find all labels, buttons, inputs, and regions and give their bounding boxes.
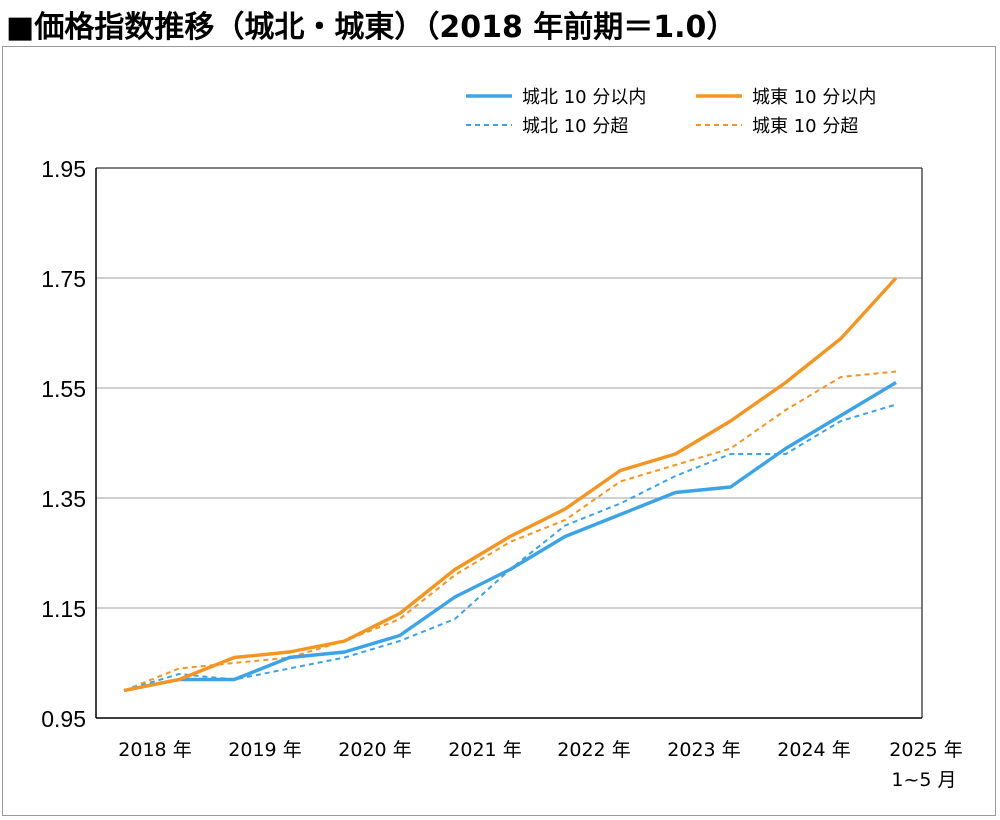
series-line (123, 276, 898, 693)
series-line (123, 403, 897, 692)
y-tick-label: 1.75 (41, 266, 86, 292)
y-tick-labels: 0.95 1.15 1.35 1.55 1.75 1.95 (41, 156, 86, 732)
y-tick-label: 1.55 (41, 376, 86, 402)
axes (95, 167, 923, 719)
x-tick-label: 2019 年 (228, 739, 301, 761)
legend-label: 城東 10 分以内 (752, 87, 876, 108)
chart-title: ■価格指数推移（城北・城東）（2018 年前期＝1.0） (6, 10, 737, 45)
y-tick-label: 1.15 (41, 596, 86, 622)
legend-label: 城北 10 分以内 (522, 87, 646, 108)
x-tick-label: 2022 年 (557, 739, 630, 761)
grid-lines (96, 277, 922, 609)
legend-label: 城北 10 分超 (522, 116, 628, 137)
series-line (123, 381, 897, 693)
series-line (123, 370, 897, 692)
y-tick-label: 1.35 (41, 486, 86, 512)
x-tick-labels: 2018 年 2019 年 2020 年 2021 年 2022 年 2023 年 2024… (118, 739, 962, 791)
x-tick-label: 2025 年 (889, 739, 962, 761)
x-tick-label: 2024 年 (777, 739, 850, 761)
series-lines (123, 276, 898, 693)
y-tick-label: 0.95 (41, 706, 86, 732)
x-tick-label: 2021 年 (448, 739, 521, 761)
chart-frame (2, 46, 996, 816)
x-tick-label: 1~5 月 (891, 769, 956, 791)
x-tick-label: 2020 年 (338, 739, 411, 761)
x-tick-label: 2023 年 (667, 739, 740, 761)
legend-label: 城東 10 分超 (752, 116, 858, 137)
y-tick-label: 1.95 (41, 156, 86, 182)
x-tick-label: 2018 年 (118, 739, 191, 761)
